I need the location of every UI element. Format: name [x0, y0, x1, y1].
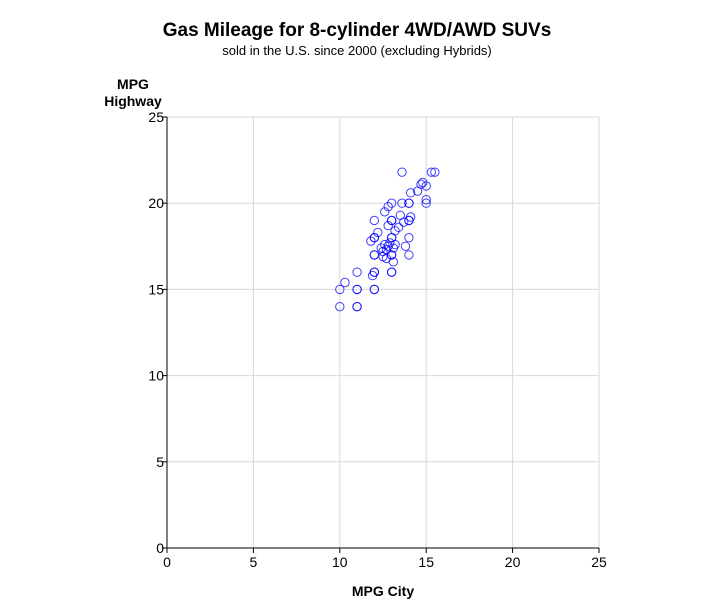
data-point: [426, 167, 437, 177]
data-point: [404, 232, 414, 243]
data-point: [369, 250, 380, 260]
data-point: [397, 167, 407, 177]
data-point: [388, 257, 399, 267]
y-tick-label: 25: [148, 109, 164, 125]
y-tick-label: 15: [148, 281, 164, 297]
data-point: [421, 181, 431, 191]
data-point: [352, 284, 362, 295]
data-point: [397, 198, 407, 208]
data-point: [386, 215, 397, 226]
data-point: [373, 227, 383, 238]
data-point: [340, 277, 350, 288]
data-point: [383, 201, 393, 212]
data-point: [390, 239, 400, 250]
data-point: [390, 226, 400, 236]
y-tick-label: 5: [156, 454, 164, 470]
data-point: [405, 212, 416, 222]
data-point: [352, 267, 362, 277]
chart-title: Gas Mileage for 8-cylinder 4WD/AWD SUVs: [163, 20, 552, 41]
y-tick-label: 0: [156, 540, 164, 556]
x-tick-label: 15: [418, 554, 434, 570]
data-points: [335, 167, 440, 312]
y-axis-label-line-1: MPG: [117, 76, 149, 92]
data-point: [366, 236, 376, 246]
x-tick-label: 5: [250, 554, 258, 570]
data-point: [369, 232, 380, 243]
data-point: [404, 250, 414, 260]
data-point: [386, 250, 397, 260]
data-point: [405, 188, 416, 198]
data-point: [352, 301, 362, 312]
data-point: [380, 207, 390, 217]
data-point: [385, 238, 395, 248]
data-point: [335, 284, 345, 295]
data-point: [400, 241, 411, 252]
plot-frame: [166, 117, 599, 549]
data-point: [393, 222, 404, 233]
data-point: [399, 217, 409, 227]
tick-labels: 0 5 10 15 20 25 0 5 10 15 20 25: [148, 109, 607, 570]
y-axis-label-line-2: Highway: [104, 93, 162, 109]
data-point: [430, 167, 440, 177]
data-point: [367, 270, 378, 281]
y-tick-label: 20: [148, 195, 164, 211]
data-point: [335, 301, 345, 312]
chart-subtitle: sold in the U.S. since 2000 (excluding H…: [222, 43, 492, 58]
x-tick-label: 25: [591, 554, 607, 570]
x-axis-label: MPG City: [352, 583, 414, 599]
data-point: [421, 195, 431, 205]
data-point: [404, 198, 414, 208]
data-point: [383, 220, 393, 231]
data-point: [416, 179, 426, 189]
gridlines: [167, 116, 600, 548]
x-tick-label: 20: [505, 554, 521, 570]
data-point: [421, 198, 431, 208]
x-tick-label: 0: [163, 554, 171, 570]
x-tick-label: 10: [332, 554, 348, 570]
data-point: [369, 284, 380, 295]
data-point: [386, 198, 397, 208]
data-point: [369, 215, 380, 226]
data-point: [386, 267, 397, 277]
data-point: [418, 177, 428, 188]
y-tick-label: 10: [148, 368, 164, 384]
